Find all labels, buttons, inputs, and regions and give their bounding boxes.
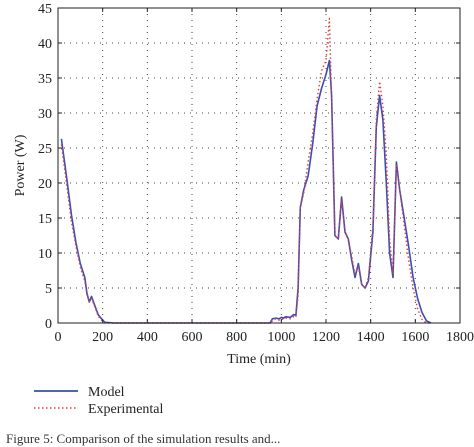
y-tick-label: 25 xyxy=(38,142,52,157)
series-lines xyxy=(60,17,432,324)
y-tick-label: 30 xyxy=(38,107,52,122)
x-tick-label: 1400 xyxy=(357,330,385,345)
x-axis-label: Time (min) xyxy=(227,352,291,367)
figure-caption: Figure 5: Comparison of the simulation r… xyxy=(6,431,280,446)
x-tick-label: 1000 xyxy=(267,330,295,345)
series-line-experimental xyxy=(60,17,431,324)
grid-lines xyxy=(58,8,460,323)
y-tick-label: 15 xyxy=(38,212,52,227)
tick-marks xyxy=(57,7,461,324)
x-tick-labels: 0 200 400 600 800 1000 1200 1400 1600 1800 xyxy=(55,330,474,345)
plot-frame xyxy=(57,7,461,324)
legend-label-model: Model xyxy=(88,385,125,400)
x-tick-label: 800 xyxy=(226,330,247,345)
y-tick-label: 45 xyxy=(38,2,52,17)
legend: Model Experimental xyxy=(34,385,164,417)
y-tick-labels: 0 5 10 15 20 25 30 35 40 45 xyxy=(38,2,52,332)
x-tick-label: 600 xyxy=(182,330,203,345)
y-axis-label: Power (W) xyxy=(13,134,28,196)
x-tick-label: 1200 xyxy=(312,330,340,345)
series-line-model xyxy=(60,59,432,324)
y-tick-label: 0 xyxy=(45,317,52,332)
y-tick-label: 35 xyxy=(38,72,52,87)
x-tick-label: 0 xyxy=(55,330,62,345)
y-tick-label: 5 xyxy=(45,282,52,297)
legend-label-experimental: Experimental xyxy=(88,402,164,417)
y-tick-label: 40 xyxy=(38,37,52,52)
x-tick-label: 1600 xyxy=(401,330,429,345)
x-tick-label: 400 xyxy=(137,330,158,345)
x-tick-label: 200 xyxy=(92,330,113,345)
y-tick-label: 20 xyxy=(38,177,52,192)
x-tick-label: 1800 xyxy=(446,330,474,345)
y-tick-label: 10 xyxy=(38,247,52,262)
